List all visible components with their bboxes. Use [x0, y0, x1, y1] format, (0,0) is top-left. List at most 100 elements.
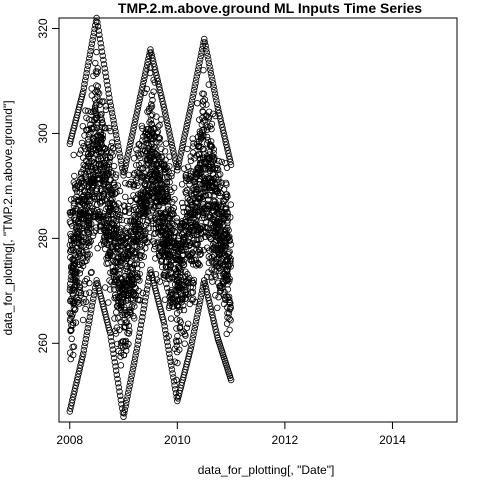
data-point: [68, 335, 75, 342]
data-point: [117, 225, 125, 232]
data-point: [70, 234, 77, 242]
data-point: [78, 209, 85, 216]
data-point: [111, 315, 118, 322]
data-point: [160, 319, 168, 326]
data-point: [90, 229, 98, 236]
data-point: [89, 171, 97, 179]
data-point: [173, 218, 180, 225]
data-point: [210, 155, 218, 163]
data-point: [160, 199, 167, 206]
data-point: [157, 89, 164, 96]
data-point: [190, 190, 198, 198]
data-point: [103, 161, 110, 169]
data-point: [141, 147, 149, 155]
data-point: [226, 326, 233, 334]
data-point: [79, 88, 87, 95]
data-point: [139, 313, 146, 321]
data-point: [191, 178, 199, 185]
data-point: [149, 129, 156, 136]
data-point: [85, 141, 92, 149]
data-point: [107, 127, 114, 135]
data-point: [188, 257, 195, 264]
data-point: [152, 69, 159, 76]
data-point: [100, 193, 108, 200]
data-point: [138, 159, 145, 167]
data-point: [195, 63, 202, 70]
data-point: [189, 335, 196, 342]
data-point: [117, 362, 125, 369]
data-point: [75, 370, 82, 378]
data-point: [104, 204, 111, 211]
data-point: [196, 155, 204, 162]
data-point: [221, 135, 229, 143]
data-point: [207, 142, 215, 149]
data-point: [90, 291, 98, 299]
data-point: [114, 239, 122, 246]
data-point: [175, 160, 182, 168]
data-point: [81, 277, 89, 285]
data-point: [106, 329, 114, 336]
data-point: [131, 290, 138, 297]
data-point: [66, 408, 73, 415]
data-point: [187, 225, 194, 232]
data-point: [137, 90, 145, 97]
data-point: [126, 244, 133, 251]
data-point: [132, 352, 139, 359]
data-point: [75, 248, 83, 255]
data-point: [212, 326, 219, 333]
data-point: [99, 124, 106, 131]
data-point: [222, 138, 229, 145]
data-point: [138, 122, 145, 130]
data-point: [151, 63, 158, 70]
data-point: [103, 77, 110, 85]
data-point: [141, 298, 149, 305]
data-point: [154, 169, 161, 176]
data-point: [137, 199, 144, 206]
data-point: [143, 65, 150, 72]
data-point: [201, 204, 208, 212]
data-point: [149, 54, 156, 62]
data-point: [170, 151, 178, 158]
data-point: [123, 255, 130, 263]
data-point: [96, 35, 104, 43]
data-point: [169, 370, 176, 377]
data-point: [172, 288, 180, 295]
data-point: [186, 348, 194, 355]
data-point: [125, 205, 133, 213]
data-point: [186, 209, 193, 217]
data-point: [116, 279, 123, 286]
data-point: [112, 267, 119, 274]
data-point: [120, 169, 128, 176]
data-point: [122, 281, 129, 288]
data-point: [189, 279, 197, 287]
data-point: [154, 218, 162, 225]
data-point: [111, 278, 119, 286]
data-point: [131, 271, 139, 278]
data-point: [160, 274, 167, 281]
data-point: [203, 288, 211, 296]
data-point: [94, 111, 101, 118]
data-point: [189, 203, 196, 211]
data-point: [129, 265, 136, 272]
data-point: [83, 177, 90, 184]
data-point: [84, 217, 92, 225]
data-point: [146, 182, 153, 189]
data-point: [176, 154, 184, 161]
data-point: [205, 56, 212, 63]
data-point: [105, 252, 112, 260]
data-point: [122, 399, 130, 407]
data-point: [142, 294, 149, 301]
data-point: [93, 14, 100, 22]
data-point: [143, 290, 150, 297]
data-point: [162, 113, 170, 120]
data-point: [68, 313, 75, 320]
data-point: [144, 108, 151, 115]
data-point: [75, 367, 83, 375]
data-point: [183, 186, 191, 194]
x-tick-label: 2010: [164, 433, 191, 447]
data-point: [99, 190, 107, 198]
data-point: [121, 406, 129, 414]
data-point: [118, 164, 126, 172]
data-point: [127, 137, 135, 144]
data-point: [200, 133, 207, 140]
